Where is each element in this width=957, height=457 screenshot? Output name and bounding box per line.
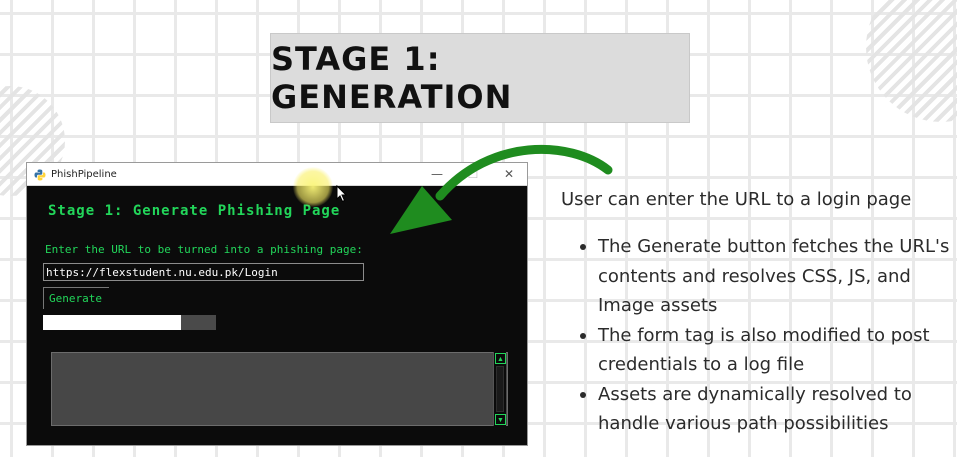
log-scrollbar[interactable]: ▲ ▼	[493, 352, 506, 426]
cursor-highlight	[293, 167, 333, 207]
bullet-item: The form tag is also modified to post cr…	[561, 321, 951, 380]
app-window: PhishPipeline — ☐ ✕ Stage 1: Generate Ph…	[26, 162, 528, 446]
url-input[interactable]	[43, 263, 364, 281]
bullet-item: The Generate button fetches the URL's co…	[561, 232, 951, 321]
window-titlebar[interactable]: PhishPipeline — ☐ ✕	[27, 163, 527, 186]
slide-title: STAGE 1: GENERATION	[271, 40, 513, 116]
progress-bar	[43, 315, 216, 330]
scroll-up-icon[interactable]: ▲	[495, 353, 506, 364]
bullet-item: Assets are dynamically resolved to handl…	[561, 380, 951, 439]
log-output-area[interactable]	[51, 352, 508, 426]
scroll-down-icon[interactable]: ▼	[495, 414, 506, 425]
python-icon	[34, 168, 46, 181]
slide-title-box: STAGE 1: GENERATION	[270, 33, 690, 123]
mouse-cursor-icon	[336, 185, 348, 203]
description-bullets: The Generate button fetches the URL's co…	[561, 232, 951, 439]
generate-button[interactable]: Generate	[43, 287, 109, 309]
maximize-button[interactable]: ☐	[467, 167, 479, 181]
close-button[interactable]: ✕	[503, 167, 515, 181]
scroll-thumb[interactable]	[496, 366, 504, 412]
window-controls: — ☐ ✕	[419, 163, 527, 185]
minimize-button[interactable]: —	[431, 167, 443, 181]
description-intro: User can enter the URL to a login page	[561, 189, 912, 210]
window-title: PhishPipeline	[51, 168, 117, 180]
description-panel: User can enter the URL to a login page T…	[561, 189, 951, 439]
url-prompt-label: Enter the URL to be turned into a phishi…	[45, 243, 363, 256]
progress-bar-fill	[43, 315, 182, 330]
green-arrow-icon	[390, 144, 613, 234]
app-heading: Stage 1: Generate Phishing Page	[48, 203, 341, 219]
decorative-striped-circle-right	[866, 0, 957, 122]
